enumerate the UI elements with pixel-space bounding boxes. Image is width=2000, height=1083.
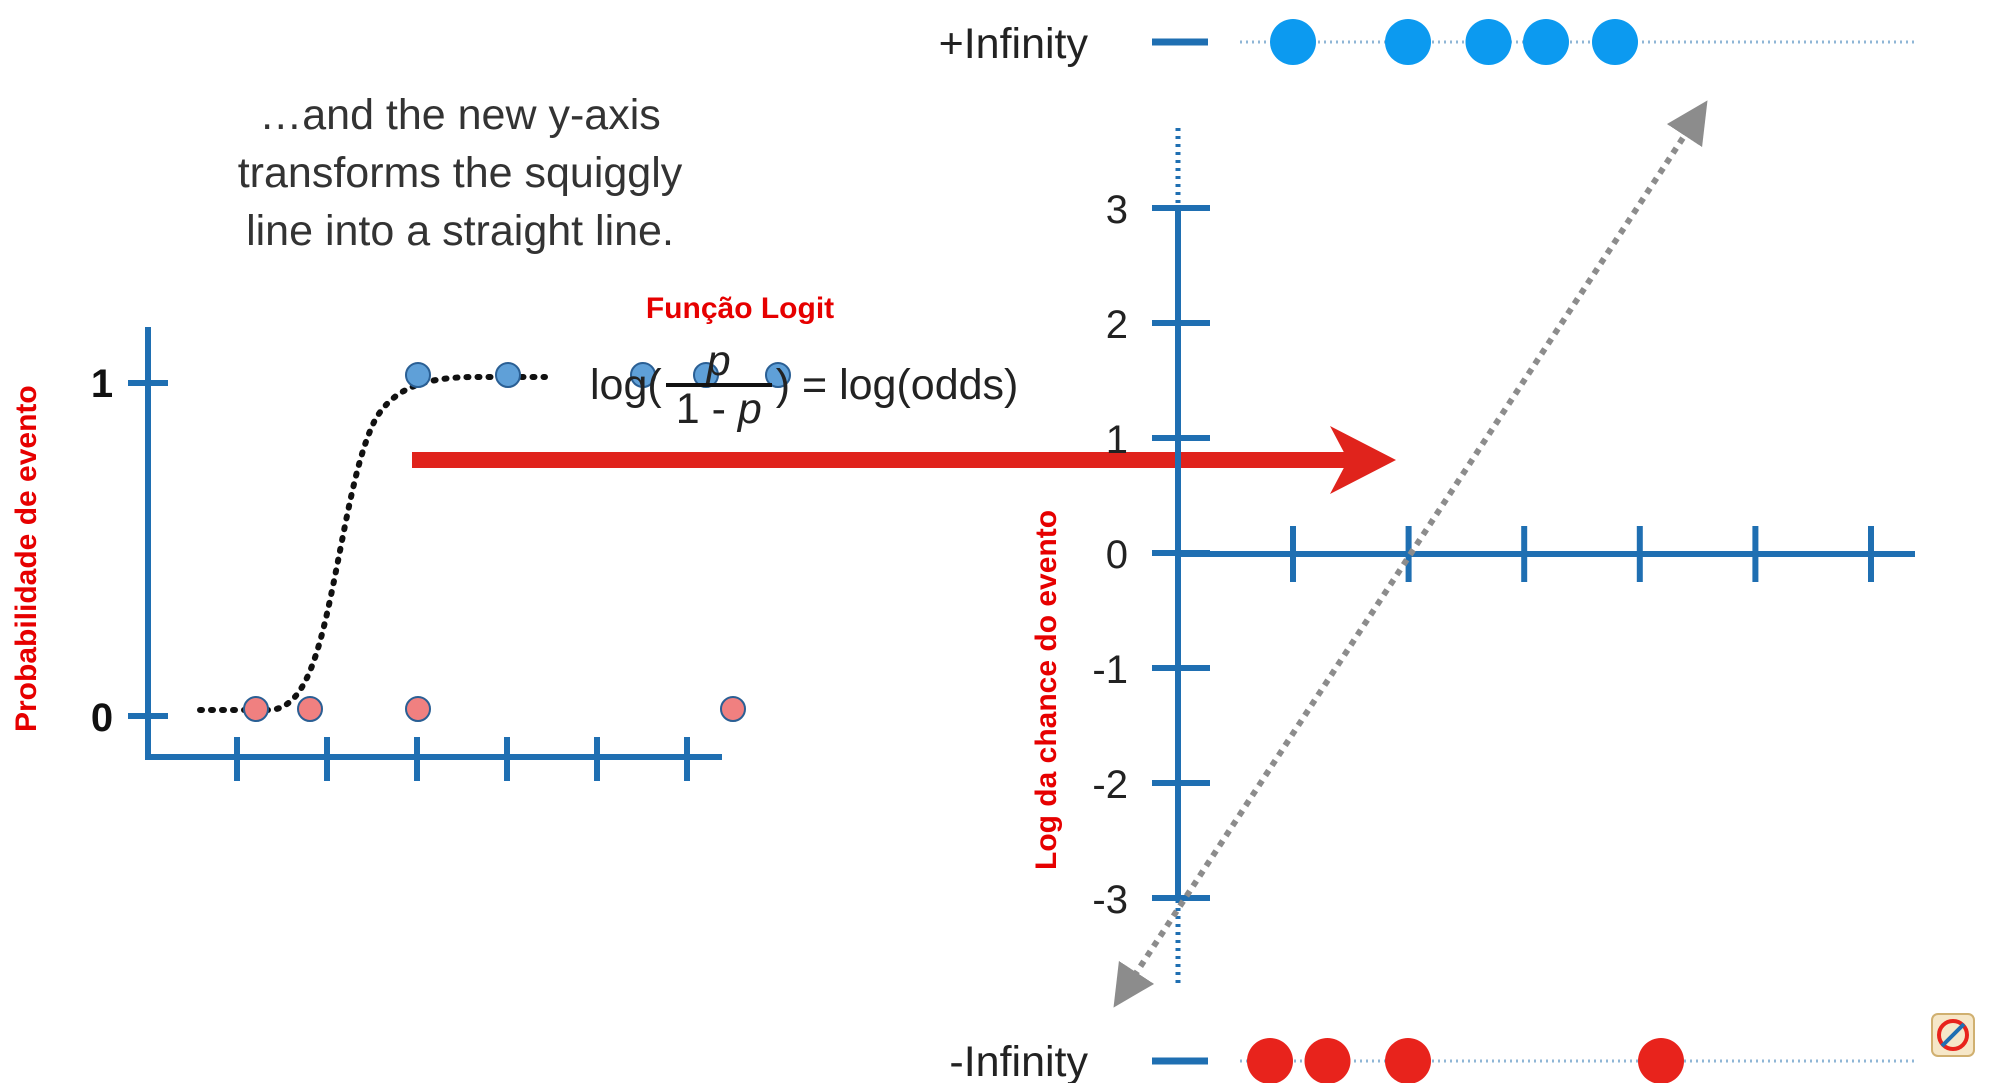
minus-infinity-points bbox=[1247, 1038, 1684, 1083]
left-point-y0-1 bbox=[243, 696, 269, 722]
plus-infinity-point-2 bbox=[1385, 19, 1431, 65]
right-ytick-label-3: 1 bbox=[1106, 418, 1128, 462]
left-plot: 1 0 bbox=[91, 327, 791, 781]
plus-infinity-point-4 bbox=[1523, 19, 1569, 65]
caption-line-3: line into a straight line. bbox=[246, 207, 674, 255]
right-ytick-label-1: 3 bbox=[1106, 188, 1128, 232]
eq-suffix: ) = log(odds) bbox=[775, 360, 1019, 409]
left-point-y1-3 bbox=[630, 362, 656, 388]
left-points bbox=[243, 362, 791, 722]
badge-logo-icon bbox=[1930, 1012, 1976, 1058]
right-yticks: 3 2 1 0 -1 -2 -3 bbox=[1092, 188, 1210, 922]
right-y-axis-label: Log da chance do evento bbox=[1030, 509, 1063, 871]
left-xticks bbox=[234, 737, 690, 781]
caption: …and the new y-axis transforms the squig… bbox=[140, 86, 780, 260]
plus-infinity-points bbox=[1270, 19, 1638, 65]
caption-line-2: transforms the squiggly bbox=[237, 149, 683, 197]
left-y-axis-label: Probabilidade de evento bbox=[10, 385, 43, 733]
right-ytick-label-7: -3 bbox=[1092, 878, 1128, 922]
eq-denominator-var: p bbox=[737, 385, 762, 433]
left-point-y1-4 bbox=[693, 362, 719, 388]
left-point-y0-3 bbox=[405, 696, 431, 722]
eq-fraction: p 1 - p bbox=[665, 337, 772, 433]
plus-infinity-point-3 bbox=[1465, 19, 1512, 65]
right-ytick-label-6: -2 bbox=[1092, 763, 1128, 807]
plus-infinity-point-1 bbox=[1270, 19, 1316, 65]
logit-equation: log( p 1 - p ) = log(odds) bbox=[590, 335, 1018, 435]
left-point-y1-2 bbox=[495, 362, 521, 388]
left-point-y0-2 bbox=[297, 696, 323, 722]
eq-denominator: 1 - p bbox=[665, 383, 772, 433]
right-ytick-label-2: 2 bbox=[1106, 303, 1128, 347]
minus-infinity-point-2 bbox=[1304, 1038, 1351, 1083]
minus-infinity-point-1 bbox=[1247, 1038, 1293, 1083]
logit-line bbox=[1113, 100, 1708, 1008]
plus-infinity-label: +Infinity bbox=[939, 20, 1089, 68]
minus-infinity-label: -Infinity bbox=[949, 1038, 1088, 1083]
eq-prefix: log( bbox=[590, 360, 662, 409]
sigmoid-curve bbox=[197, 374, 548, 713]
left-point-y1-5 bbox=[765, 362, 791, 388]
left-point-y0-4 bbox=[720, 696, 746, 722]
eq-denominator-text: 1 - bbox=[675, 385, 738, 433]
right-ytick-label-4: 0 bbox=[1106, 533, 1128, 577]
left-point-y1-1 bbox=[405, 362, 431, 388]
logit-title: Função Logit bbox=[645, 292, 835, 325]
caption-line-1: …and the new y-axis bbox=[259, 91, 661, 139]
left-ytick-label-1: 1 bbox=[91, 362, 113, 406]
minus-infinity-point-4 bbox=[1638, 1038, 1684, 1083]
eq-numerator: p bbox=[706, 337, 731, 385]
minus-infinity-point-3 bbox=[1385, 1038, 1431, 1083]
red-right-arrow-icon bbox=[412, 426, 1396, 494]
left-ytick-label-0: 0 bbox=[91, 696, 113, 740]
right-plot: 3 2 1 0 -1 -2 -3 +Infinity -Infinity bbox=[939, 19, 1918, 1083]
plus-infinity-point-5 bbox=[1592, 19, 1638, 65]
right-ytick-label-5: -1 bbox=[1092, 648, 1128, 692]
